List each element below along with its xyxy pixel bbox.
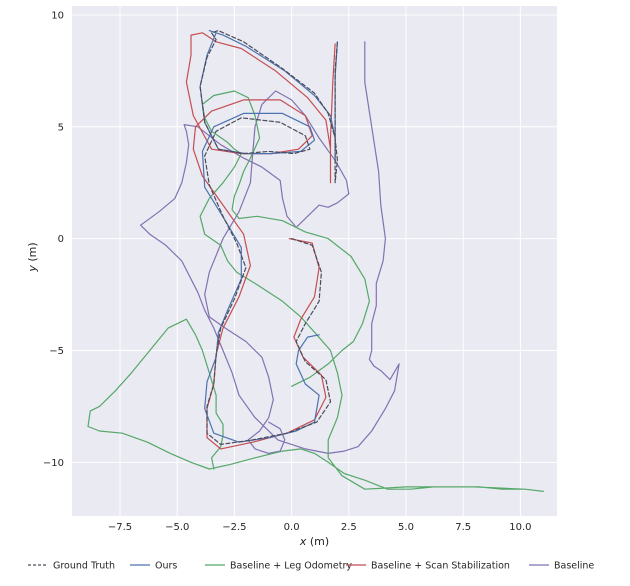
legend: Ground Truth Ours Baseline + Leg Odometry B… [28,560,594,571]
x-tick-label: −5.0 [165,522,189,533]
y-tick-label: −10 [43,458,64,469]
series-line-baseline-scan-stabilization [185,32,336,450]
x-tick-label: 5.0 [398,522,414,533]
plot-area-background [72,6,557,516]
legend-item-baseline: Baseline [529,560,594,571]
y-gridlines [72,14,557,463]
y-tick-label: 5 [58,122,64,133]
x-tick-label: −2.5 [222,522,246,533]
x-tick-label: 10.0 [509,522,531,533]
x-tick-label: 0.0 [284,522,300,533]
x-tick-label: 7.5 [455,522,471,533]
x-tick-label: −7.5 [108,522,132,533]
series-line-baseline-leg-odometry [87,90,544,492]
legend-item-ground-truth: Ground Truth [28,560,115,571]
series-line-ground-truth [199,30,338,445]
y-axis-label: y (m) [26,242,39,272]
legend-item-baseline-leg-odometry: Baseline + Leg Odometry [205,560,352,571]
y-tick-label: −5 [49,346,64,357]
series-lines [87,30,544,492]
legend-label: Baseline + Leg Odometry [230,560,352,571]
y-tick-label: 0 [58,234,64,245]
legend-label: Ours [155,560,177,571]
legend-item-baseline-scan-stabilization: Baseline + Scan Stabilization [346,560,510,571]
legend-label: Baseline + Scan Stabilization [371,560,510,571]
x-tick-labels: −7.5 −5.0 −2.5 0.0 2.5 5.0 7.5 10.0 [108,522,532,533]
legend-label: Ground Truth [53,560,115,571]
series-line-baseline [140,41,400,454]
x-axis-label: x (m) [299,535,329,548]
y-tick-labels: 10 5 0 −5 −10 [43,10,64,468]
y-tick-label: 10 [51,10,64,21]
legend-label: Baseline [554,560,594,571]
legend-item-ours: Ours [130,560,177,571]
x-tick-label: 2.5 [341,522,357,533]
